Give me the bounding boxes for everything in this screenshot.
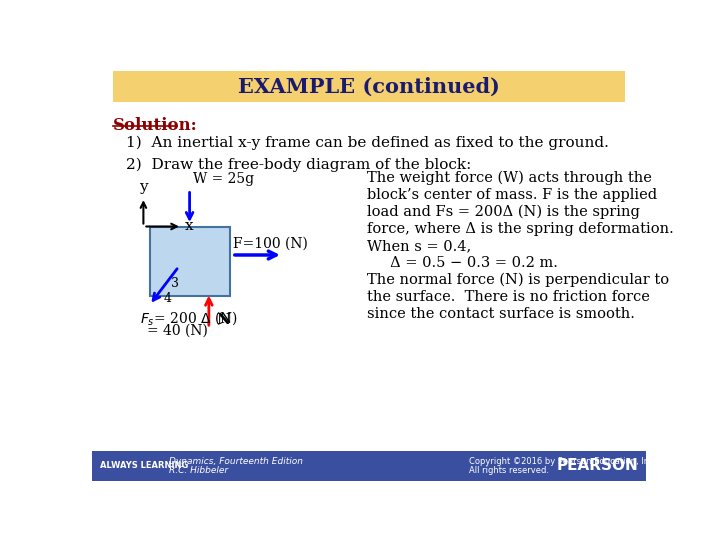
Text: load and Fs = 200Δ (N) is the spring: load and Fs = 200Δ (N) is the spring xyxy=(367,205,640,219)
Text: 3: 3 xyxy=(171,277,179,290)
Text: N: N xyxy=(217,313,230,327)
Text: Dynamics, Fourteenth Edition: Dynamics, Fourteenth Edition xyxy=(168,457,303,466)
Bar xyxy=(113,71,625,102)
Text: F=100 (N): F=100 (N) xyxy=(233,237,307,251)
Text: ALWAYS LEARNING: ALWAYS LEARNING xyxy=(99,462,188,470)
Text: Δ = 0.5 − 0.3 = 0.2 m.: Δ = 0.5 − 0.3 = 0.2 m. xyxy=(367,256,558,270)
Text: PEARSON: PEARSON xyxy=(557,458,639,474)
Text: 2)  Draw the free-body diagram of the block:: 2) Draw the free-body diagram of the blo… xyxy=(127,157,472,172)
Text: since the contact surface is smooth.: since the contact surface is smooth. xyxy=(367,307,635,321)
Text: = 40 (N): = 40 (N) xyxy=(148,323,208,338)
Text: y: y xyxy=(139,180,148,194)
Text: R.C. Hibbeler: R.C. Hibbeler xyxy=(168,466,228,475)
Text: $F_s$= 200 $\Delta$ (N): $F_s$= 200 $\Delta$ (N) xyxy=(140,309,238,327)
Bar xyxy=(92,451,647,481)
Text: The normal force (N) is perpendicular to: The normal force (N) is perpendicular to xyxy=(367,273,670,287)
Text: When s = 0.4,: When s = 0.4, xyxy=(367,239,472,253)
Text: Copyright ©2016 by Pearson Education, Inc.: Copyright ©2016 by Pearson Education, In… xyxy=(469,457,657,466)
Text: All rights reserved.: All rights reserved. xyxy=(469,466,549,475)
Text: W = 25g: W = 25g xyxy=(193,172,253,186)
Text: The weight force (W) acts through the: The weight force (W) acts through the xyxy=(367,171,652,185)
Text: x: x xyxy=(185,219,194,233)
Text: force, where Δ is the spring deformation.: force, where Δ is the spring deformation… xyxy=(367,222,674,236)
Text: the surface.  There is no friction force: the surface. There is no friction force xyxy=(367,289,650,303)
Text: 4: 4 xyxy=(163,292,171,306)
Text: Solution:: Solution: xyxy=(113,117,198,134)
Text: EXAMPLE (continued): EXAMPLE (continued) xyxy=(238,76,500,96)
Text: block’s center of mass. F is the applied: block’s center of mass. F is the applied xyxy=(367,188,657,202)
Text: 1)  An inertial x-y frame can be defined as fixed to the ground.: 1) An inertial x-y frame can be defined … xyxy=(127,136,609,150)
Bar xyxy=(150,226,230,296)
